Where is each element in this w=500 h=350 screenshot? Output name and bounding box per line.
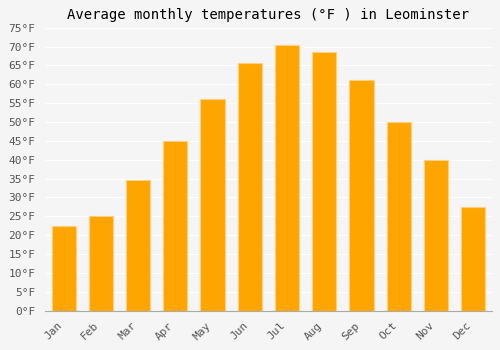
Bar [126,181,150,310]
Bar [386,122,410,310]
Bar [163,141,188,310]
Bar [461,207,485,310]
Bar [312,52,336,310]
Bar [424,160,448,310]
Bar [238,63,262,310]
Bar [52,226,76,310]
Bar [89,216,113,310]
Title: Average monthly temperatures (°F ) in Leominster: Average monthly temperatures (°F ) in Le… [68,8,469,22]
Bar [350,80,374,310]
Bar [200,99,224,310]
Bar [275,45,299,310]
